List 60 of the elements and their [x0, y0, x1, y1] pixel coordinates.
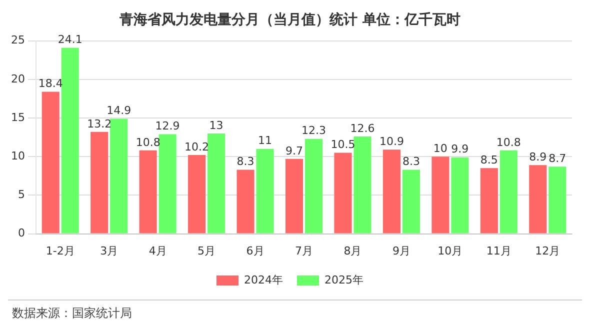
- data-label: 12.9: [155, 120, 180, 133]
- x-tick-label: 4月: [148, 244, 167, 258]
- x-tick-label: 5月: [198, 244, 216, 258]
- data-label: 10: [433, 142, 448, 155]
- bar: [285, 158, 304, 234]
- legend-label: 2024年: [244, 273, 284, 286]
- data-label: 12.6: [350, 122, 375, 135]
- legend-label: 2025年: [324, 273, 364, 286]
- bar: [334, 152, 352, 234]
- data-label: 9.7: [286, 144, 304, 158]
- bar: [42, 92, 60, 234]
- bar: [304, 138, 323, 234]
- x-tick-label: 12月: [535, 244, 560, 258]
- x-tick-label: 9月: [392, 244, 410, 258]
- x-tick-label: 6月: [246, 244, 264, 258]
- data-label: 8.7: [548, 152, 566, 165]
- data-label: 8.5: [480, 154, 498, 167]
- data-label: 24.1: [58, 33, 82, 46]
- x-tick-label: 3月: [100, 244, 118, 258]
- data-label: 8.3: [402, 155, 420, 168]
- bar: [529, 165, 547, 234]
- chart-title: 青海省风力发电量分月（当月值）统计 单位：亿千瓦时: [118, 11, 460, 28]
- data-label: 14.9: [106, 104, 132, 118]
- bar: [158, 134, 176, 234]
- bar: [139, 150, 157, 234]
- source-note: 数据来源：国家统计局: [12, 306, 132, 320]
- y-tick-label: 0: [18, 226, 25, 240]
- x-tick-label: 10月: [438, 244, 463, 258]
- bar: [61, 48, 79, 234]
- data-label: 8.3: [236, 155, 254, 168]
- x-tick-label: 7月: [295, 244, 313, 258]
- y-tick-label: 10: [10, 149, 25, 162]
- bar: [90, 132, 108, 234]
- x-tick-label: 1-2月: [46, 244, 75, 258]
- data-label: 12.3: [301, 124, 326, 138]
- bar: [500, 150, 518, 234]
- x-tick-label: 8月: [344, 244, 362, 258]
- bar: [208, 133, 226, 234]
- bar: [451, 157, 469, 234]
- bar: [382, 150, 400, 234]
- data-label: 13: [209, 118, 224, 132]
- bar: [110, 118, 128, 234]
- bar: [236, 170, 254, 234]
- bar: [548, 166, 566, 234]
- x-tick-label: 11月: [486, 244, 512, 258]
- data-label: 8.9: [529, 150, 547, 164]
- data-label: 10.8: [496, 136, 521, 149]
- y-tick-label: 25: [10, 34, 25, 47]
- y-tick-label: 20: [10, 72, 25, 86]
- y-tick-label: 5: [18, 188, 25, 202]
- data-label: 9.9: [451, 142, 469, 156]
- data-label: 10.9: [379, 135, 404, 148]
- bar: [432, 156, 450, 234]
- bar: [188, 155, 206, 234]
- data-label: 11: [258, 134, 272, 148]
- bar: [402, 170, 420, 234]
- bar: [256, 148, 274, 234]
- y-tick-label: 15: [10, 110, 25, 124]
- bar: [480, 168, 498, 234]
- bar: [354, 136, 372, 234]
